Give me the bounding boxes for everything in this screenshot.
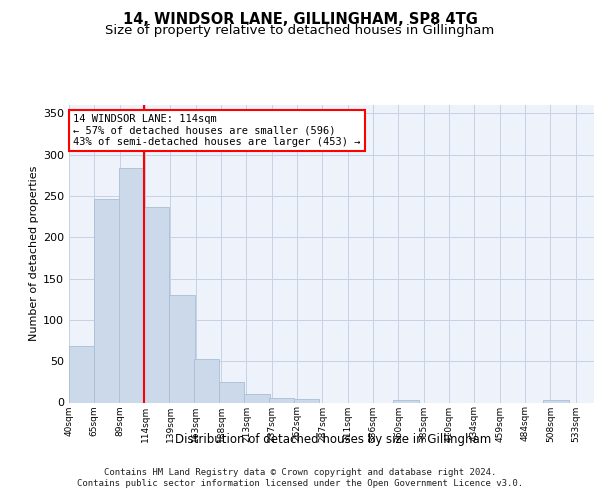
Bar xyxy=(244,394,269,402)
Bar xyxy=(194,358,219,403)
Text: Contains HM Land Registry data © Crown copyright and database right 2024.
Contai: Contains HM Land Registry data © Crown c… xyxy=(77,468,523,487)
Bar xyxy=(294,399,319,402)
Text: Distribution of detached houses by size in Gillingham: Distribution of detached houses by size … xyxy=(175,432,491,446)
Text: Size of property relative to detached houses in Gillingham: Size of property relative to detached ho… xyxy=(106,24,494,37)
Bar xyxy=(269,398,294,402)
Y-axis label: Number of detached properties: Number of detached properties xyxy=(29,166,39,342)
Bar xyxy=(69,346,94,403)
Text: 14 WINDSOR LANE: 114sqm
← 57% of detached houses are smaller (596)
43% of semi-d: 14 WINDSOR LANE: 114sqm ← 57% of detache… xyxy=(73,114,361,148)
Text: 14, WINDSOR LANE, GILLINGHAM, SP8 4TG: 14, WINDSOR LANE, GILLINGHAM, SP8 4TG xyxy=(122,12,478,28)
Bar xyxy=(394,400,419,402)
Bar xyxy=(94,199,119,402)
Bar xyxy=(144,208,169,402)
Bar xyxy=(169,295,194,403)
Bar xyxy=(119,168,144,402)
Bar xyxy=(544,400,569,402)
Bar xyxy=(219,382,244,402)
